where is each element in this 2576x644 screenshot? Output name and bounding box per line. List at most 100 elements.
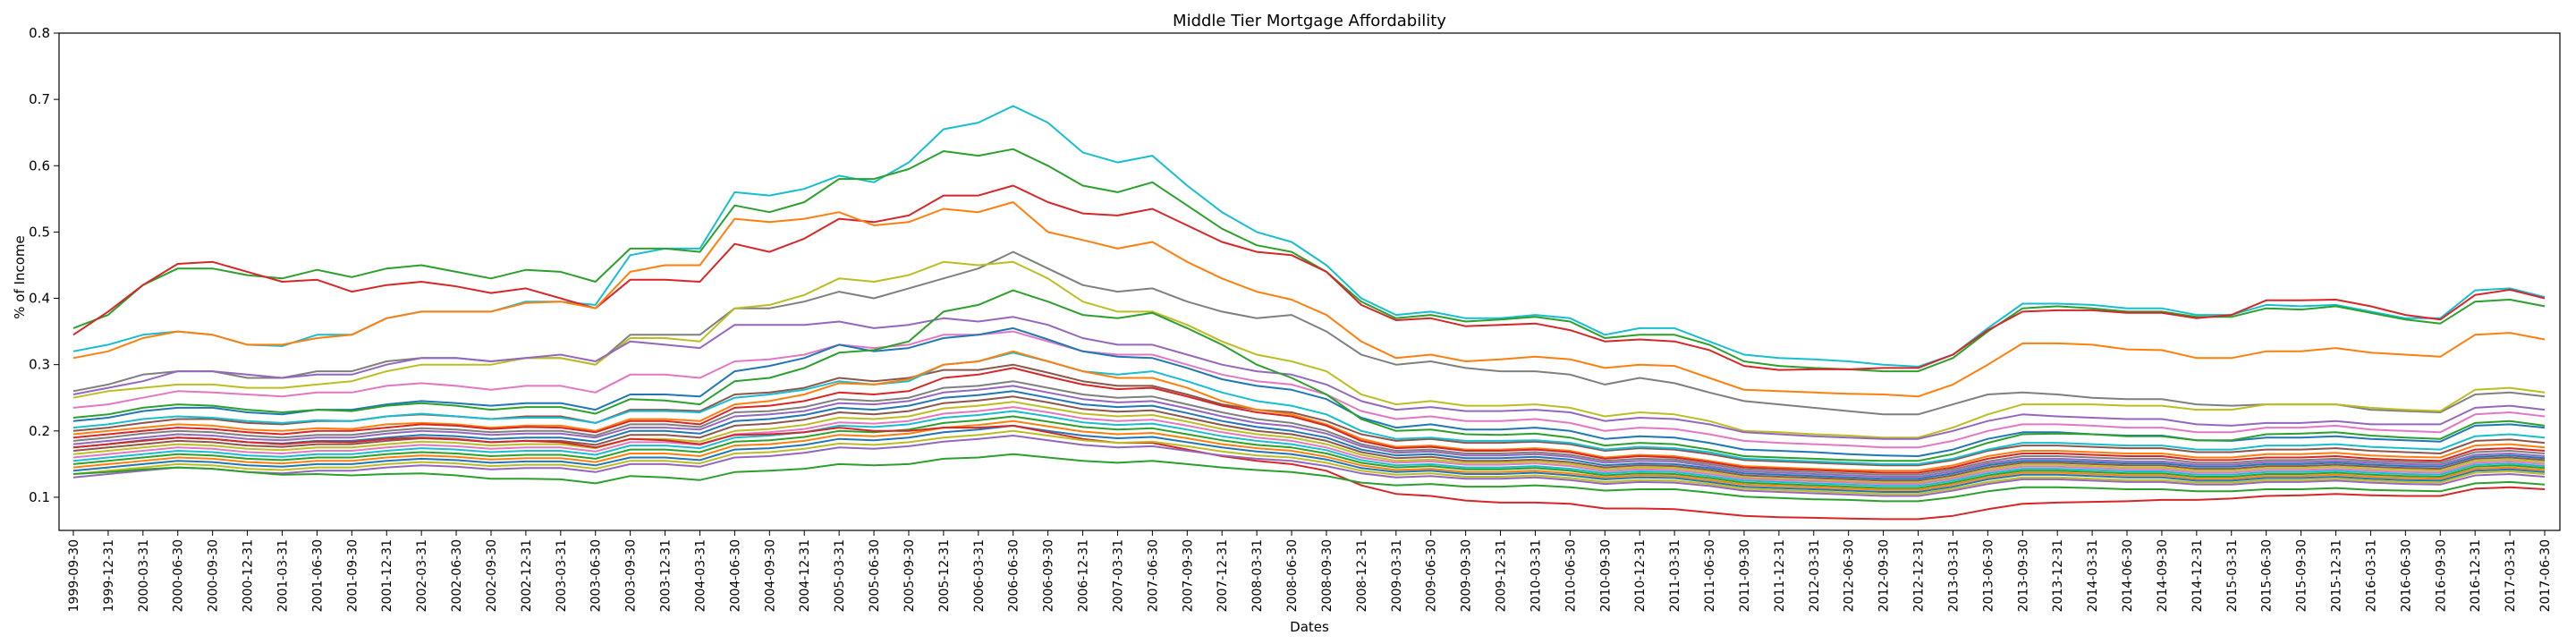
x-tick-label: 2008-03-31 bbox=[1250, 539, 1265, 612]
series-line-21 bbox=[72, 410, 2546, 487]
x-tick-label: 2003-09-30 bbox=[624, 539, 639, 612]
x-tick-label: 2016-06-30 bbox=[2399, 539, 2413, 612]
x-tick-label: 2017-03-31 bbox=[2504, 539, 2518, 612]
x-tick-label: 2001-06-30 bbox=[310, 539, 325, 612]
series-line-12 bbox=[72, 352, 2546, 465]
x-tick-label: 2015-12-31 bbox=[2330, 539, 2344, 612]
series-line-23 bbox=[72, 419, 2546, 491]
plot-frame bbox=[58, 32, 2561, 531]
series-line-11 bbox=[72, 289, 2546, 462]
x-tick-label: 2006-12-31 bbox=[1077, 539, 1091, 612]
series-line-26 bbox=[72, 429, 2546, 496]
y-tick-label: 0.4 bbox=[29, 291, 50, 307]
series-line-17 bbox=[72, 390, 2546, 480]
x-tick-label: 2009-09-30 bbox=[1460, 539, 1474, 612]
y-tick-label: 0.8 bbox=[29, 25, 50, 41]
x-tick-label: 2011-09-30 bbox=[1738, 539, 1752, 612]
x-tick-label: 1999-12-31 bbox=[102, 539, 116, 612]
series-line-3 bbox=[72, 184, 2546, 371]
series-line-2 bbox=[72, 148, 2546, 373]
x-tick-label: 2005-06-30 bbox=[868, 539, 882, 612]
x-tick-label: 2006-06-30 bbox=[1007, 539, 1021, 612]
x-axis-label: Dates bbox=[1290, 619, 1329, 635]
x-tick-label: 2007-06-30 bbox=[1146, 539, 1160, 612]
x-tick-label: 2010-03-31 bbox=[1530, 539, 1544, 612]
x-tick-label: 2006-03-31 bbox=[972, 539, 987, 612]
x-tick-label: 2013-09-30 bbox=[2016, 539, 2030, 612]
series-line-16 bbox=[72, 385, 2546, 478]
x-tick-label: 2014-09-30 bbox=[2156, 539, 2170, 612]
x-tick-label: 2000-09-30 bbox=[207, 539, 221, 612]
x-tick-label: 2012-12-31 bbox=[1912, 539, 1927, 612]
x-tick-label: 2007-12-31 bbox=[1216, 539, 1230, 612]
x-tick-label: 2015-06-30 bbox=[2260, 539, 2275, 612]
x-tick-label: 2001-12-31 bbox=[380, 539, 394, 612]
x-tick-label: 2014-12-31 bbox=[2190, 539, 2205, 612]
x-tick-label: 2000-03-31 bbox=[137, 539, 151, 612]
x-tick-label: 2008-06-30 bbox=[1285, 539, 1300, 612]
x-tick-label: 2008-12-31 bbox=[1355, 539, 1369, 612]
x-tick-label: 2002-03-31 bbox=[415, 539, 429, 612]
x-tick-label: 2004-09-30 bbox=[763, 539, 777, 612]
x-tick-label: 2005-03-31 bbox=[833, 539, 847, 612]
series-line-4 bbox=[72, 201, 2546, 398]
x-tick-label: 2010-06-30 bbox=[1563, 539, 1578, 612]
y-tick-label: 0.2 bbox=[29, 423, 50, 439]
x-tick-label: 2008-09-30 bbox=[1320, 539, 1335, 612]
x-tick-label: 2002-06-30 bbox=[450, 539, 464, 612]
x-tick-label: 2012-06-30 bbox=[1843, 539, 1857, 612]
chart-title: Middle Tier Mortgage Affordability bbox=[1173, 12, 1446, 30]
x-tick-label: 2011-12-31 bbox=[1773, 539, 1787, 612]
x-tick-label: 2013-03-31 bbox=[1946, 539, 1961, 612]
series-line-14 bbox=[72, 367, 2546, 474]
x-tick-label: 2016-09-30 bbox=[2434, 539, 2448, 612]
x-tick-label: 2012-03-31 bbox=[1808, 539, 1822, 612]
x-tick-label: 2017-06-30 bbox=[2538, 539, 2553, 612]
series-line-1 bbox=[72, 105, 2546, 368]
series-line-13 bbox=[72, 350, 2546, 472]
x-tick-label: 2003-06-30 bbox=[589, 539, 604, 612]
x-tick-label: 1999-09-30 bbox=[67, 539, 81, 612]
y-tick-label: 0.3 bbox=[29, 357, 50, 373]
series-line-27 bbox=[72, 435, 2546, 497]
y-tick-label: 0.1 bbox=[29, 489, 50, 505]
series-line-19 bbox=[72, 401, 2546, 484]
x-tick-label: 2014-06-30 bbox=[2121, 539, 2135, 612]
x-tick-label: 2007-09-30 bbox=[1181, 539, 1195, 612]
y-tick-label: 0.5 bbox=[29, 224, 50, 240]
series-line-22 bbox=[72, 415, 2546, 489]
y-axis-label: % of Income bbox=[12, 235, 28, 318]
x-tick-label: 2012-09-30 bbox=[1877, 539, 1892, 612]
x-tick-label: 2005-12-31 bbox=[937, 539, 952, 612]
x-tick-label: 2016-12-31 bbox=[2469, 539, 2483, 612]
series-lines bbox=[72, 105, 2546, 521]
x-tick-label: 2016-03-31 bbox=[2364, 539, 2378, 612]
y-tick-label: 0.6 bbox=[29, 157, 50, 174]
x-tick-label: 2001-09-30 bbox=[345, 539, 360, 612]
x-tick-label: 2005-09-30 bbox=[902, 539, 917, 612]
x-tick-label: 2015-09-30 bbox=[2295, 539, 2309, 612]
x-tick-label: 2014-03-31 bbox=[2086, 539, 2100, 612]
x-tick-label: 2013-06-30 bbox=[1981, 539, 1996, 612]
axes: 0.1 0.2 0.3 0.4 0.5 0.6 0.7 0.8 1999-09-30 1999-1… bbox=[29, 25, 2553, 612]
x-tick-label: 2007-03-31 bbox=[1112, 539, 1126, 612]
series-line-15 bbox=[72, 380, 2546, 476]
x-tick-label: 2009-03-31 bbox=[1390, 539, 1404, 612]
x-tick-label: 2000-12-31 bbox=[242, 539, 256, 612]
x-tick-label: 2001-03-31 bbox=[276, 539, 291, 612]
series-line-20 bbox=[72, 406, 2546, 486]
x-tick-label: 2006-09-30 bbox=[1042, 539, 1056, 612]
x-tick-label: 2003-03-31 bbox=[555, 539, 569, 612]
x-tick-label: 2009-12-31 bbox=[1495, 539, 1509, 612]
series-line-7 bbox=[72, 316, 2546, 440]
x-tick-label: 2013-12-31 bbox=[2051, 539, 2065, 612]
x-tick-label: 2011-03-31 bbox=[1668, 539, 1682, 612]
x-tick-label: 2015-03-31 bbox=[2225, 539, 2240, 612]
x-tick-label: 2010-09-30 bbox=[1598, 539, 1613, 612]
x-tick-label: 2011-06-30 bbox=[1703, 539, 1717, 612]
x-tick-label: 2000-06-30 bbox=[172, 539, 186, 612]
series-line-24 bbox=[72, 424, 2546, 493]
y-tick-label: 0.7 bbox=[29, 91, 50, 107]
series-line-6 bbox=[72, 260, 2546, 439]
